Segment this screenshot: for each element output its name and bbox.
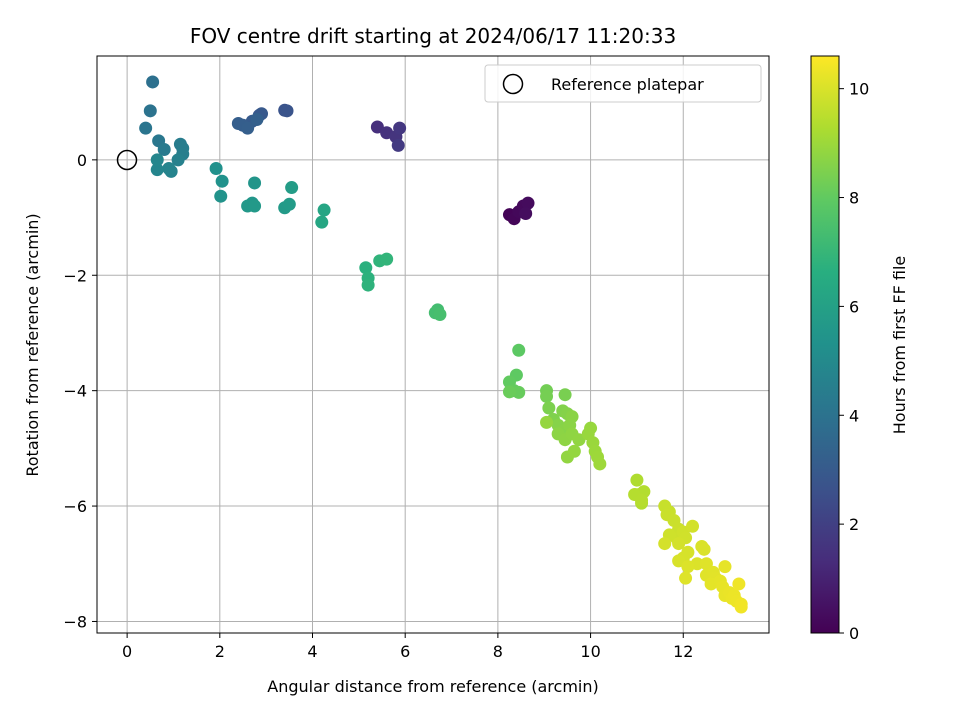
data-point [572,433,586,447]
data-point [658,537,672,551]
data-point [315,215,329,229]
data-point [370,120,384,134]
x-tick-label: 4 [307,642,317,661]
y-tick-label: −4 [63,382,87,401]
legend-reference-marker [502,73,524,95]
data-point [681,560,695,574]
data-point [542,401,556,415]
x-tick-label: 12 [673,642,693,661]
legend-entry-reference: Reference platepar [551,75,704,94]
data-point [380,252,394,266]
data-point [143,104,157,118]
colorbar: 0 2 4 6 8 10 Hours from first FF file [810,55,909,643]
colorbar-tick-label: 6 [849,297,859,316]
data-point [635,493,649,507]
colorbar-tick-label: 10 [849,80,869,99]
data-point [250,112,264,126]
data-point [157,142,171,156]
data-points [139,75,748,614]
data-point [521,196,535,210]
data-point [393,121,407,135]
colorbar-tick-label: 8 [849,189,859,208]
y-tick-label: −6 [63,497,87,516]
data-point [248,176,262,190]
data-point [215,174,229,188]
y-tick-label: −2 [63,266,87,285]
data-point [391,138,405,152]
data-point [679,571,693,585]
colorbar-tick-label: 4 [849,406,859,425]
data-point [209,162,223,176]
y-axis-label: Rotation from reference (arcmin) [23,213,42,476]
data-point [567,444,581,458]
colorbar-ticks: 0 2 4 6 8 10 [839,80,869,643]
data-point [512,385,526,399]
data-point [697,542,711,556]
data-point [732,577,746,591]
colorbar-tick-label: 0 [849,624,859,643]
colorbar-tick-label: 2 [849,515,859,534]
x-tick-label: 0 [122,642,132,661]
data-point [672,554,686,568]
x-tick-label: 6 [400,642,410,661]
data-point [593,457,607,471]
y-tick-label: 0 [77,151,87,170]
data-point [285,181,299,195]
x-tick-label: 8 [493,642,503,661]
gridlines [97,56,769,633]
data-point [718,560,732,574]
data-point [214,189,228,203]
data-point [171,153,185,167]
data-point [540,415,554,429]
data-point [139,121,153,135]
x-axis-ticks: 0 2 4 6 8 10 12 [122,633,693,661]
data-point [241,121,255,135]
y-tick-label: −8 [63,612,87,631]
data-point [248,199,262,213]
data-point [699,557,713,571]
data-point [162,162,176,176]
data-point [150,153,164,167]
plot-frame [96,55,770,634]
reference-platepar-marker [116,149,138,171]
colorbar-label: Hours from first FF file [890,256,909,435]
data-point [280,104,294,118]
colorbar-gradient [810,55,840,634]
data-point [317,203,331,217]
data-point [150,163,164,177]
data-point [734,600,748,614]
data-point [146,75,160,89]
data-point [630,473,644,487]
y-axis-ticks: 0 −2 −4 −6 −8 [63,151,97,631]
data-point [359,261,373,275]
data-point [681,545,695,559]
x-axis-label: Angular distance from reference (arcmin) [267,677,598,696]
data-point [540,389,554,403]
data-point [433,307,447,321]
data-point [672,537,686,551]
x-tick-label: 2 [215,642,225,661]
data-point [512,343,526,357]
data-point [361,278,375,292]
data-point [282,197,296,211]
data-point [519,207,533,221]
legend: Reference platepar [484,64,762,103]
data-point [686,519,700,533]
legend-box [484,64,762,103]
x-tick-label: 10 [580,642,600,661]
data-point [502,385,516,399]
data-point [558,388,572,402]
chart-title: FOV centre drift starting at 2024/06/17 … [190,24,676,48]
